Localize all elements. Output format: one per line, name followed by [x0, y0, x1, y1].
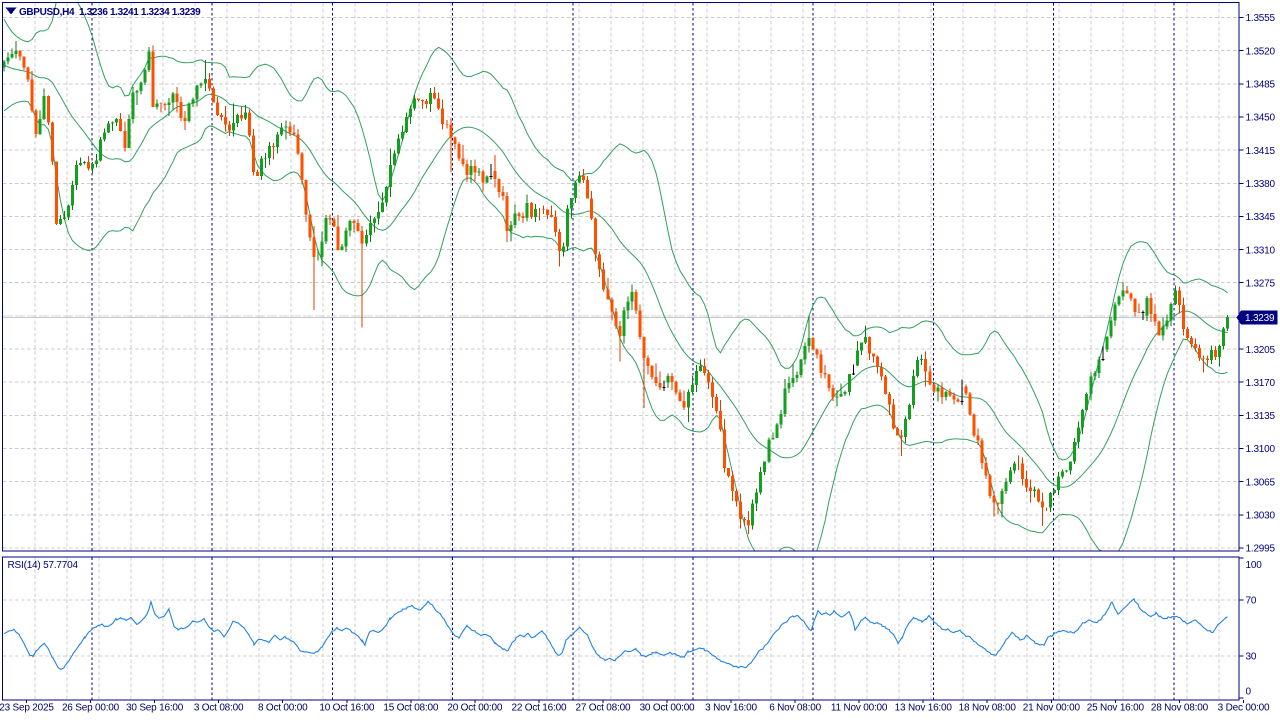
svg-text:27 Oct 08:00: 27 Oct 08:00: [575, 703, 630, 714]
svg-text:15 Oct 08:00: 15 Oct 08:00: [383, 703, 438, 714]
svg-text:26 Sep 00:00: 26 Sep 00:00: [62, 703, 120, 714]
svg-text:3 Oct 08:00: 3 Oct 08:00: [194, 703, 244, 714]
svg-text:1.3239: 1.3239: [1245, 313, 1275, 324]
svg-text:1.3380: 1.3380: [1246, 179, 1276, 190]
svg-text:6 Nov 08:00: 6 Nov 08:00: [769, 703, 821, 714]
svg-text:1.3275: 1.3275: [1246, 278, 1276, 289]
svg-text:1.3555: 1.3555: [1246, 13, 1276, 24]
svg-text:1.2995: 1.2995: [1246, 544, 1276, 555]
svg-text:1.3205: 1.3205: [1246, 345, 1276, 356]
svg-text:25 Nov 16:00: 25 Nov 16:00: [1087, 703, 1145, 714]
svg-text:22 Oct 16:00: 22 Oct 16:00: [511, 703, 566, 714]
svg-text:1.3135: 1.3135: [1246, 411, 1276, 422]
svg-text:1.3310: 1.3310: [1246, 245, 1276, 256]
svg-text:30: 30: [1246, 652, 1257, 663]
svg-text:20 Oct 00:00: 20 Oct 00:00: [447, 703, 502, 714]
svg-text:1.3065: 1.3065: [1246, 477, 1276, 488]
svg-text:28 Nov 08:00: 28 Nov 08:00: [1151, 703, 1209, 714]
svg-text:21 Nov 00:00: 21 Nov 00:00: [1023, 703, 1081, 714]
svg-text:1.3520: 1.3520: [1246, 46, 1276, 57]
svg-text:3 Dec 00:00: 3 Dec 00:00: [1218, 703, 1270, 714]
svg-text:100: 100: [1246, 560, 1263, 571]
svg-text:1.3030: 1.3030: [1246, 511, 1276, 522]
svg-text:30 Oct 00:00: 30 Oct 00:00: [640, 703, 695, 714]
svg-text:13 Nov 16:00: 13 Nov 16:00: [895, 703, 953, 714]
svg-text:1.3485: 1.3485: [1246, 80, 1276, 91]
svg-text:23 Sep 2025: 23 Sep 2025: [0, 703, 54, 714]
svg-text:70: 70: [1246, 596, 1257, 607]
svg-text:8 Oct 00:00: 8 Oct 00:00: [258, 703, 308, 714]
svg-text:0: 0: [1246, 687, 1252, 698]
svg-text:30 Sep 16:00: 30 Sep 16:00: [126, 703, 184, 714]
svg-text:1.3345: 1.3345: [1246, 212, 1276, 223]
svg-text:1.3100: 1.3100: [1246, 444, 1276, 455]
svg-text:GBPUSD,H4 1.3236 1.3241 1.323: GBPUSD,H4 1.3236 1.3241 1.3234 1.3239: [19, 7, 201, 18]
svg-text:1.3170: 1.3170: [1246, 378, 1276, 389]
svg-text:3 Nov 16:00: 3 Nov 16:00: [705, 703, 757, 714]
svg-text:1.3415: 1.3415: [1246, 146, 1276, 157]
svg-text:1.3450: 1.3450: [1246, 113, 1276, 124]
svg-text:10 Oct 16:00: 10 Oct 16:00: [319, 703, 374, 714]
svg-text:RSI(14) 57.7704: RSI(14) 57.7704: [8, 560, 79, 571]
svg-text:18 Nov 08:00: 18 Nov 08:00: [959, 703, 1017, 714]
svg-text:11 Nov 00:00: 11 Nov 00:00: [831, 703, 888, 714]
